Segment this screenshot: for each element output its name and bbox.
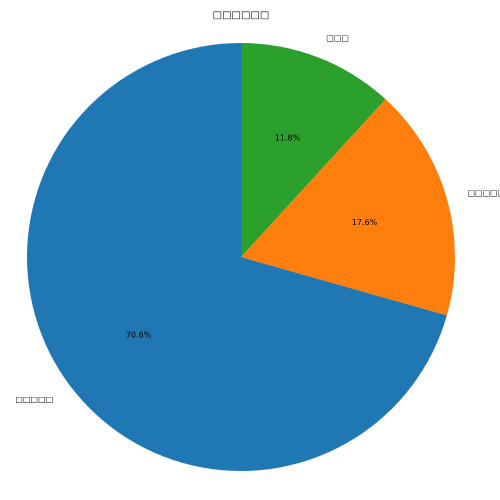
slice-category-label: □□□ xyxy=(326,34,349,43)
chart-title: □□□□□□ xyxy=(213,10,270,21)
pie-slice xyxy=(241,99,455,316)
pie-slice xyxy=(241,43,386,257)
pie-slices xyxy=(27,43,455,471)
slice-percent-label: 17.6% xyxy=(352,218,378,227)
slice-category-label: □□□□□ xyxy=(15,395,53,404)
pie-labels: □□□□□ 70.6% □□□□□ 17.6% □□□ 11.8% xyxy=(15,34,500,404)
slice-category-label: □□□□□ xyxy=(467,189,500,198)
slice-percent-label: 70.6% xyxy=(126,330,152,339)
slice-percent-label: 11.8% xyxy=(275,133,301,142)
pie-slice xyxy=(27,43,447,471)
